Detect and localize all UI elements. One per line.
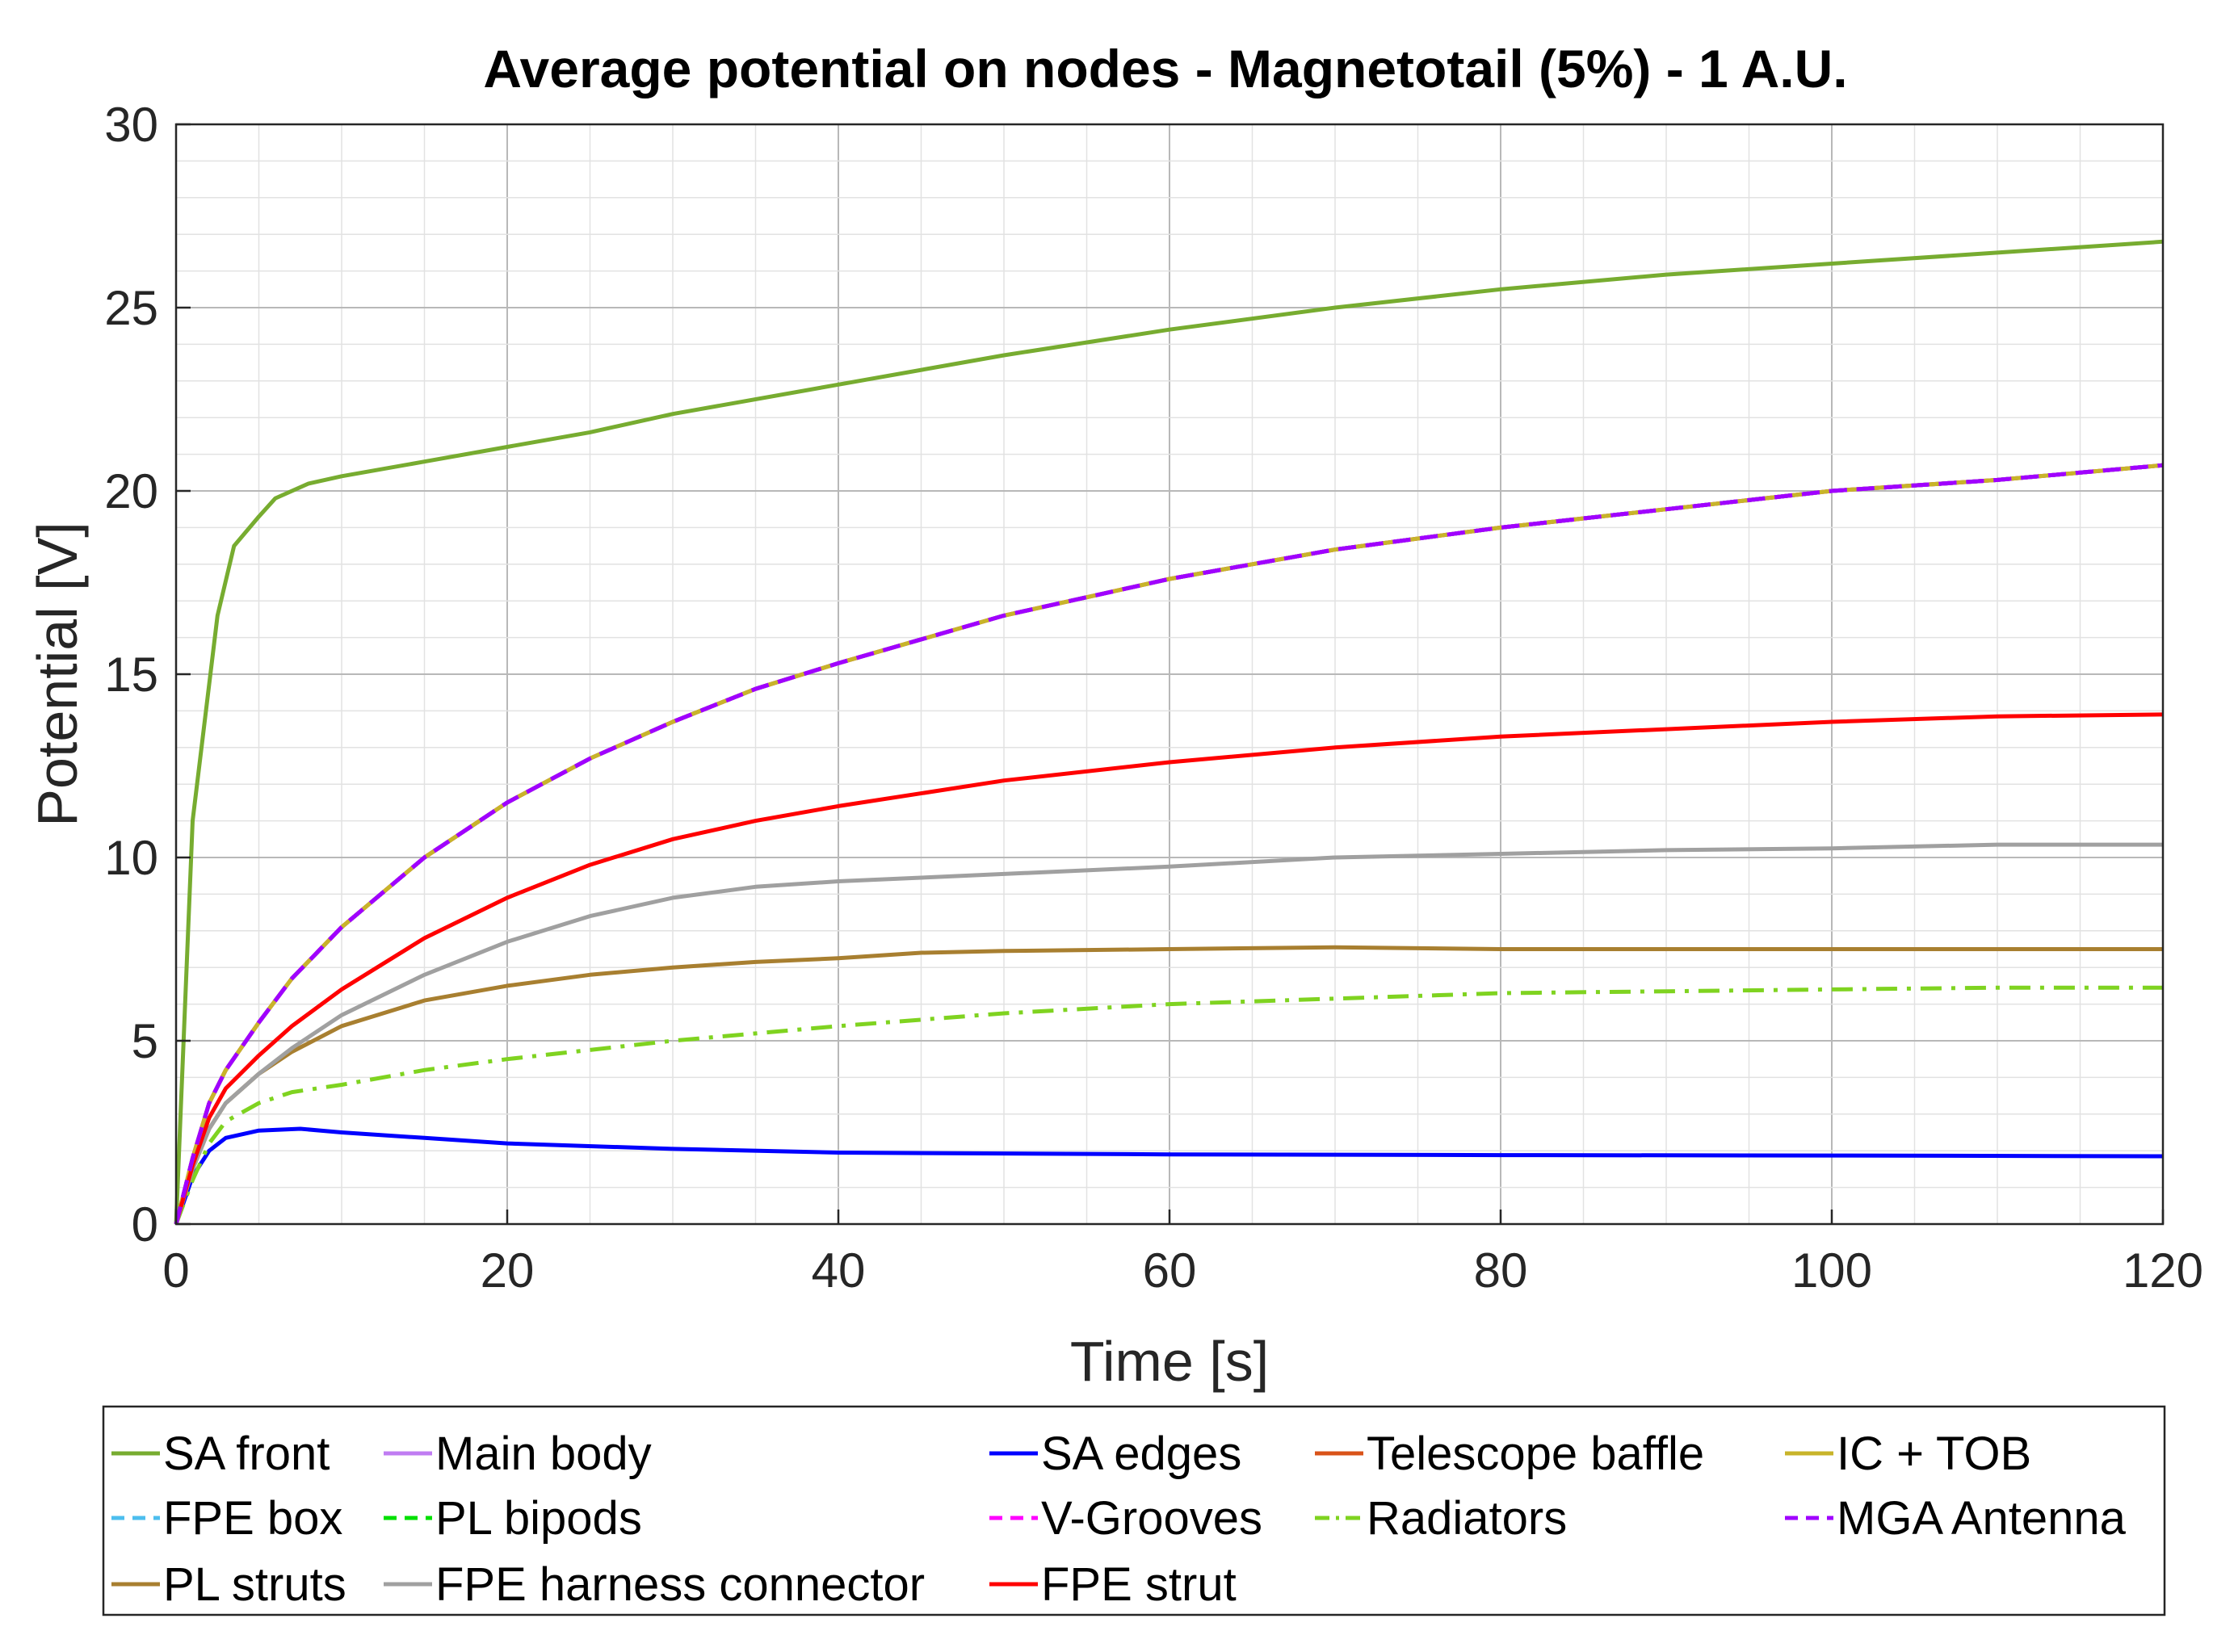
- y-tick-label: 0: [132, 1197, 158, 1252]
- x-tick-label: 0: [162, 1243, 189, 1298]
- legend-entry: V-Grooves: [1041, 1492, 1262, 1545]
- series-line-sa-front: [174, 239, 2164, 1225]
- legend-entry: PL bipods: [435, 1492, 642, 1545]
- x-tick-label: 40: [812, 1243, 866, 1298]
- y-tick-label: 30: [104, 98, 158, 152]
- chart-title: Average potential on nodes - Magnetotail…: [483, 39, 1847, 99]
- series-line-radiators: [174, 985, 2163, 1225]
- y-tick-label: 20: [104, 464, 158, 518]
- legend-entry: SA front: [163, 1428, 330, 1480]
- series-line-sa-edges: [174, 1126, 2164, 1225]
- legend-entry: FPE strut: [1041, 1558, 1237, 1611]
- series-layer: [174, 239, 2164, 1225]
- x-tick-label: 80: [1474, 1243, 1528, 1298]
- series-line-fpe-strut: [174, 712, 2164, 1225]
- y-tick-label: 5: [132, 1014, 158, 1068]
- legend-box: [102, 1405, 2166, 1616]
- x-tick-label: 100: [1791, 1243, 1872, 1298]
- y-tick-label: 25: [104, 281, 158, 335]
- legend-entry: Telescope baffle: [1367, 1428, 1704, 1480]
- series-line-mga-antenna: [174, 463, 2164, 1225]
- legend-entry: Main body: [435, 1428, 652, 1480]
- legend-entry: IC + TOB: [1837, 1428, 2031, 1480]
- legend-entry: SA edges: [1041, 1428, 1241, 1480]
- legend: SA front Main body SA edges Telescope baffl…: [102, 1405, 2166, 1616]
- legend-entry: PL struts: [163, 1558, 346, 1611]
- legend-entry: FPE harness connector: [435, 1558, 925, 1611]
- y-tick-label: 15: [104, 648, 158, 702]
- x-axis-label: Time [s]: [1070, 1330, 1269, 1393]
- grid: [175, 124, 2164, 1225]
- y-tick-label: 10: [104, 831, 158, 885]
- series-line-fpe-harness-connector: [174, 842, 2163, 1225]
- x-tick-label: 60: [1143, 1243, 1197, 1298]
- x-tick-label: 120: [2123, 1243, 2203, 1298]
- x-tick-label: 20: [481, 1243, 535, 1298]
- legend-entry: MGA Antenna: [1837, 1492, 2127, 1545]
- ticks: 0 20 40 60 80 100 120 0 5 10 15 20 25 30: [104, 98, 2203, 1298]
- legend-entry: FPE box: [163, 1492, 342, 1545]
- legend-entry: Radiators: [1367, 1492, 1567, 1545]
- y-axis-label: Potential [V]: [26, 522, 89, 826]
